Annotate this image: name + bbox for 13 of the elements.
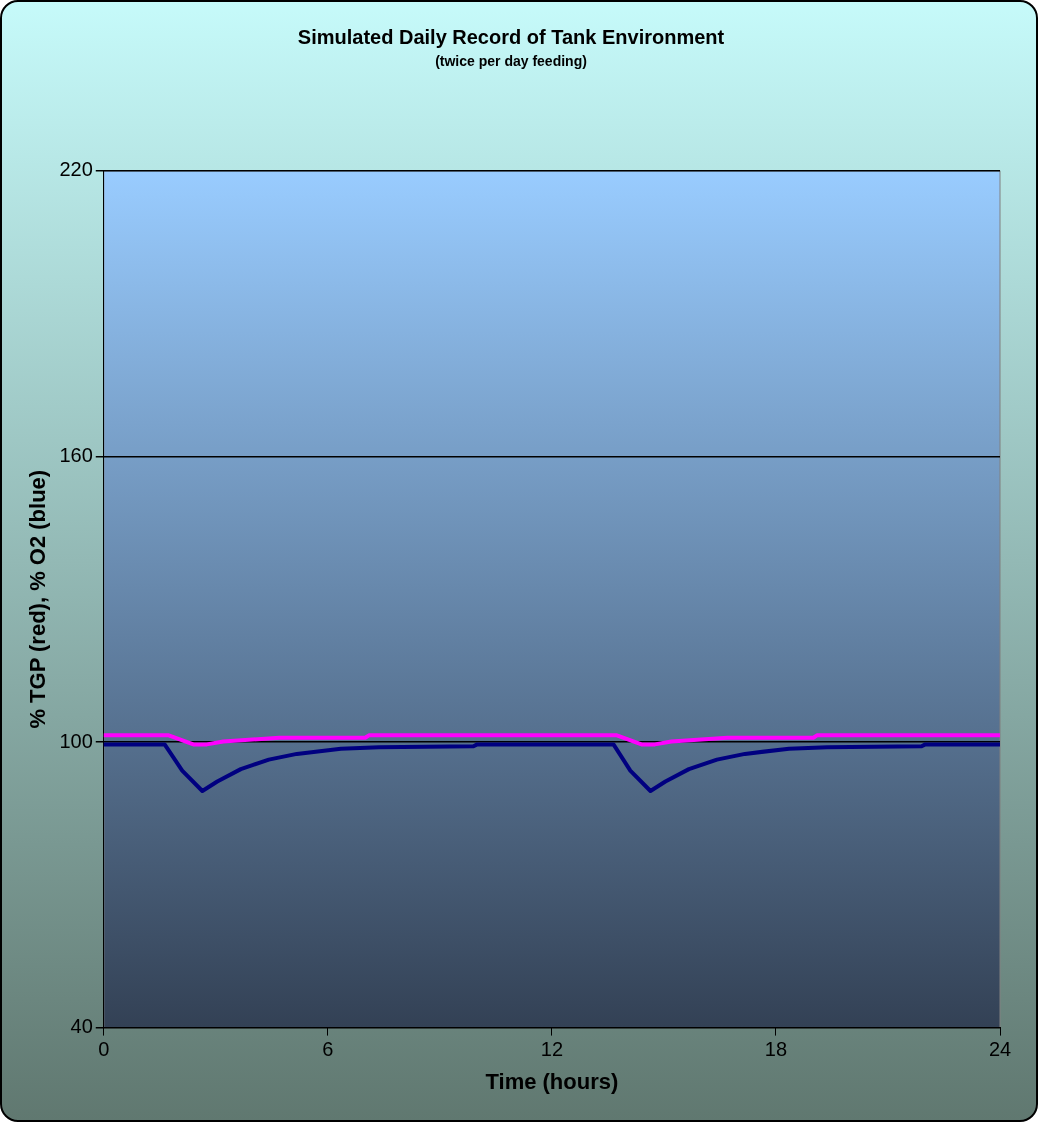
x-tick-label: 12: [540, 1038, 564, 1061]
x-tick-label: 6: [322, 1038, 334, 1061]
x-tick-label: 18: [764, 1038, 788, 1061]
y-tick-label: 220: [59, 158, 93, 181]
x-tick-label: 24: [988, 1038, 1012, 1061]
y-tick-label: 100: [59, 729, 93, 752]
chart-subtitle: (twice per day feeding): [435, 53, 587, 70]
chart-title: Simulated Daily Record of Tank Environment: [297, 25, 725, 48]
x-tick-label: 0: [98, 1038, 110, 1061]
y-axis-title: % TGP (red), % O2 (blue): [25, 469, 51, 729]
y-tick-label: 40: [70, 1015, 93, 1038]
x-axis-title: Time (hours): [485, 1068, 619, 1094]
y-tick-label: 160: [59, 443, 93, 466]
